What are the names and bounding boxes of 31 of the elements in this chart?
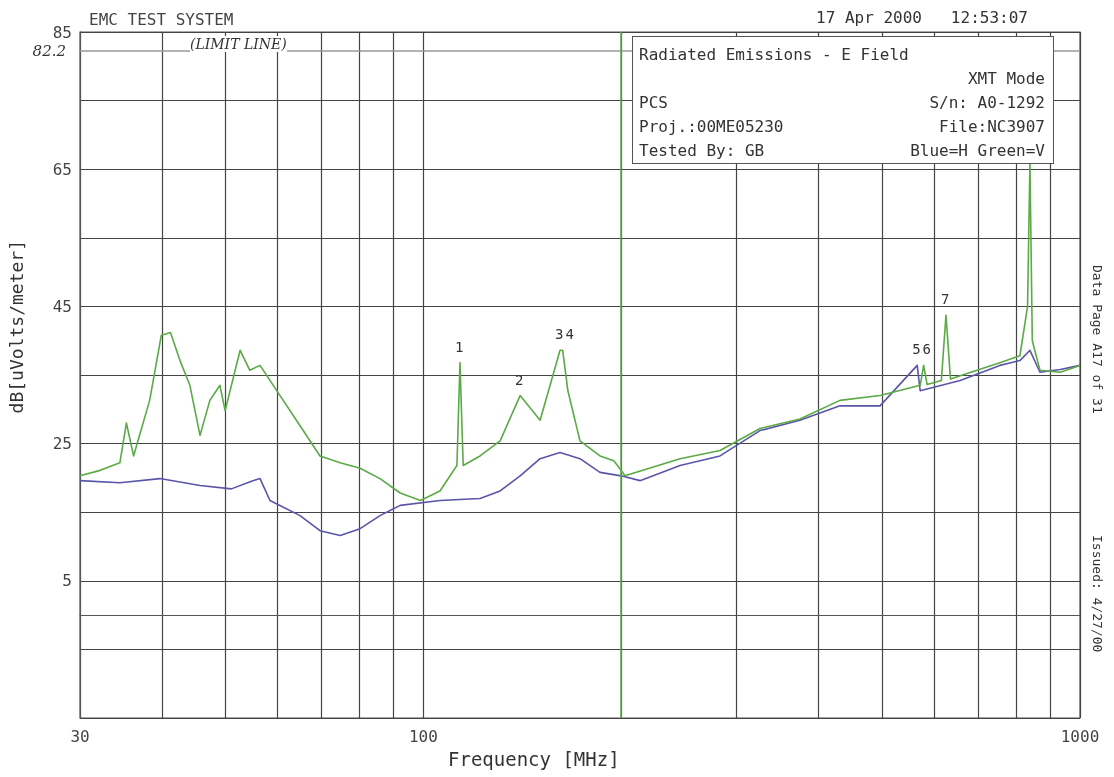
y-axis-title: dB[uVolts/meter] — [6, 240, 27, 414]
chart-title: EMC TEST SYSTEM — [89, 9, 234, 29]
annotation: 1 — [454, 338, 464, 355]
x-tick-label: 100 — [408, 726, 438, 746]
annotation: File:NC3907 — [939, 117, 1045, 136]
annotation: S/n: A0-1292 — [929, 93, 1045, 112]
annotation: 5 — [912, 341, 921, 358]
y-tick-label: 65 — [52, 159, 72, 179]
annotation: 4 — [565, 326, 574, 343]
text: 17 Apr 2000 12:53:07 — [816, 8, 1028, 27]
annotation: Radiated Emissions - E Field — [639, 45, 909, 64]
annotation: XMT Mode — [967, 69, 1045, 88]
x-tick-label: 30 — [70, 726, 90, 746]
y-tick-label: 45 — [52, 296, 72, 316]
annotation: Tested By: GB — [639, 141, 765, 160]
y-tick-label: 5 — [62, 571, 72, 591]
x-tick-label: 1000 — [1060, 726, 1100, 746]
y-tick-label: 25 — [52, 434, 72, 454]
annotation: Proj.:00ME05230 — [639, 117, 784, 136]
text: Issued: 4/27/00 — [1090, 535, 1105, 653]
text: Data Page A17 of 31 — [1090, 265, 1105, 414]
annotation: PCS — [639, 93, 668, 112]
annotation: 2 — [515, 371, 524, 388]
ref-line-label: 82.2 — [32, 42, 66, 61]
annotation: 7 — [940, 291, 950, 308]
x-axis-title: Frequency [MHz] — [448, 748, 620, 770]
y-tick-label: 85 — [52, 22, 72, 42]
annotation: 3 — [555, 326, 564, 343]
annotation: Blue=H Green=V — [910, 141, 1045, 160]
annotation: 6 — [922, 341, 932, 358]
annotation: (LIMIT LINE) — [190, 36, 287, 52]
